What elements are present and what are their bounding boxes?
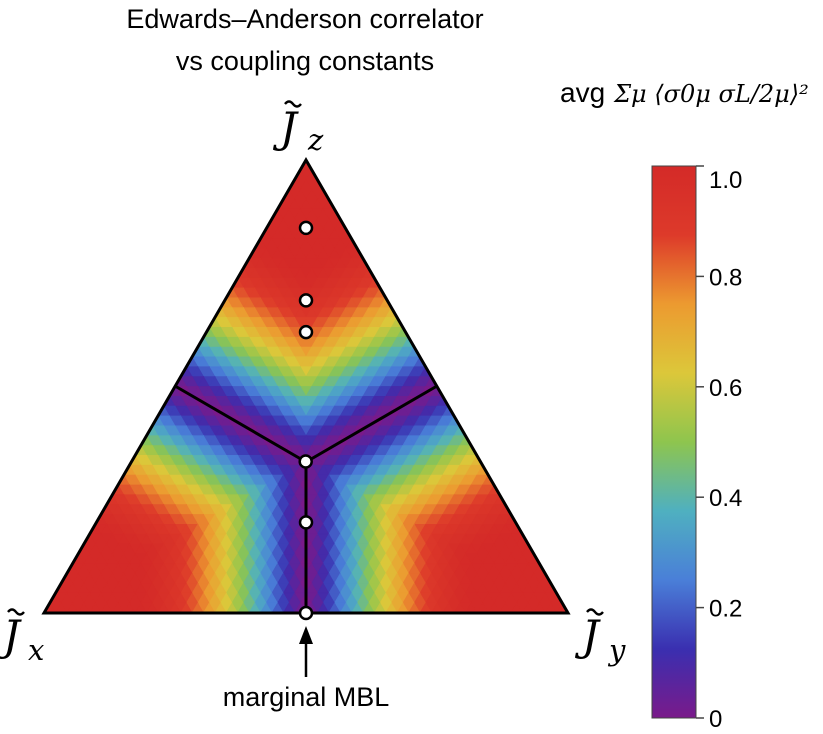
- colorbar-tick-label: 0.6: [709, 375, 742, 402]
- heatmap-cell: [442, 602, 455, 613]
- heatmap-cell: [236, 602, 250, 613]
- chart-title-line-2: vs coupling constants: [175, 46, 435, 76]
- data-point: [298, 515, 314, 530]
- heatmap-cell: [510, 602, 524, 613]
- vertex-label-jy-base: J: [574, 611, 601, 660]
- data-point: [298, 293, 314, 308]
- data-point: [298, 220, 314, 236]
- heatmap-cell: [168, 602, 182, 613]
- tilde-jy: [586, 608, 604, 616]
- heatmap-cell: [259, 602, 273, 613]
- vertex-label-jz-sub: z: [307, 123, 324, 157]
- heatmap-cell: [476, 602, 489, 613]
- heatmap-cell: [66, 602, 79, 613]
- heatmap-cell: [396, 602, 410, 613]
- colorbar-tick-label: 0.4: [709, 485, 742, 512]
- heatmap-cell: [453, 602, 467, 613]
- heatmap-cell: [521, 602, 535, 613]
- heatmap-cell: [350, 602, 364, 613]
- heatmap-cell: [407, 602, 421, 613]
- heatmap-cell: [180, 602, 193, 613]
- vertex-label-jy-sub: y: [607, 633, 626, 667]
- tilde-jx: [7, 608, 25, 616]
- heatmap-cell: [88, 602, 102, 613]
- annotation-arrow: [299, 626, 313, 677]
- phase-boundary-left: [174, 384, 307, 464]
- data-point: [298, 605, 314, 621]
- colorbar: [651, 165, 697, 719]
- heatmap-cell: [145, 602, 159, 613]
- heatmap-cell: [123, 602, 136, 613]
- data-point: [298, 454, 313, 469]
- data-point: [298, 324, 314, 340]
- heatmap-cell: [373, 602, 387, 613]
- heatmap-cell: [464, 602, 478, 613]
- data-points: [298, 220, 314, 621]
- heatmap-cell: [271, 602, 284, 613]
- heatmap-cell: [100, 602, 114, 613]
- heatmap-cell: [316, 602, 330, 613]
- colorbar-title: avg Σμ ⟨σ0μ σL/2μ⟩²: [560, 76, 822, 109]
- heatmap-cell: [225, 602, 239, 613]
- vertex-label-jx: J x: [0, 608, 44, 667]
- vertex-label-jz-base: J: [272, 103, 299, 152]
- heatmap-cell: [214, 602, 227, 613]
- vertex-label-jx-base: J: [0, 611, 22, 660]
- annotation-label: marginal MBL: [223, 682, 390, 712]
- heatmap-cell: [202, 602, 216, 613]
- heatmap-cell: [362, 602, 376, 613]
- heatmap-cell: [111, 602, 125, 613]
- colorbar-tick-label: 0.2: [709, 596, 742, 623]
- colorbar-title-formula: Σμ ⟨σ0μ σL/2μ⟩²: [614, 80, 809, 108]
- heatmap-cell: [385, 602, 398, 613]
- heatmap-cell: [77, 602, 91, 613]
- vertex-label-jz: J z: [272, 100, 324, 157]
- vertex-label-jx-sub: x: [28, 633, 44, 667]
- colorbar-tick-label: 1.0: [709, 167, 742, 194]
- heatmap-cell: [533, 602, 546, 613]
- heatmap-cell: [498, 602, 512, 613]
- colorbar-ticks: 1.0 0.8 0.6 0.4 0.2 0: [696, 165, 742, 733]
- heatmap-cell: [328, 602, 341, 613]
- colorbar-tick-label: 0: [709, 706, 722, 733]
- heatmap-cell: [282, 602, 296, 613]
- heatmap-cell: [248, 602, 262, 613]
- tilde-jz: [284, 100, 302, 108]
- colorbar-title-prefix: avg: [560, 77, 606, 108]
- heatmap-cell: [419, 602, 432, 613]
- chart-title-line-1: Edwards–Anderson correlator: [126, 4, 484, 34]
- heatmap-cell: [487, 602, 501, 613]
- heatmap-cell: [544, 602, 558, 613]
- colorbar-tick-label: 0.8: [709, 264, 742, 291]
- heatmap-cell: [339, 602, 353, 613]
- heatmap-cell: [157, 602, 170, 613]
- heatmap-cell: [430, 602, 444, 613]
- vertex-label-jy: J y: [574, 608, 626, 667]
- phase-boundary: [174, 384, 438, 613]
- heatmap-cell: [191, 602, 205, 613]
- heatmap-cell: [54, 602, 68, 613]
- phase-boundary-right: [305, 384, 438, 464]
- heatmap-cell: [134, 602, 148, 613]
